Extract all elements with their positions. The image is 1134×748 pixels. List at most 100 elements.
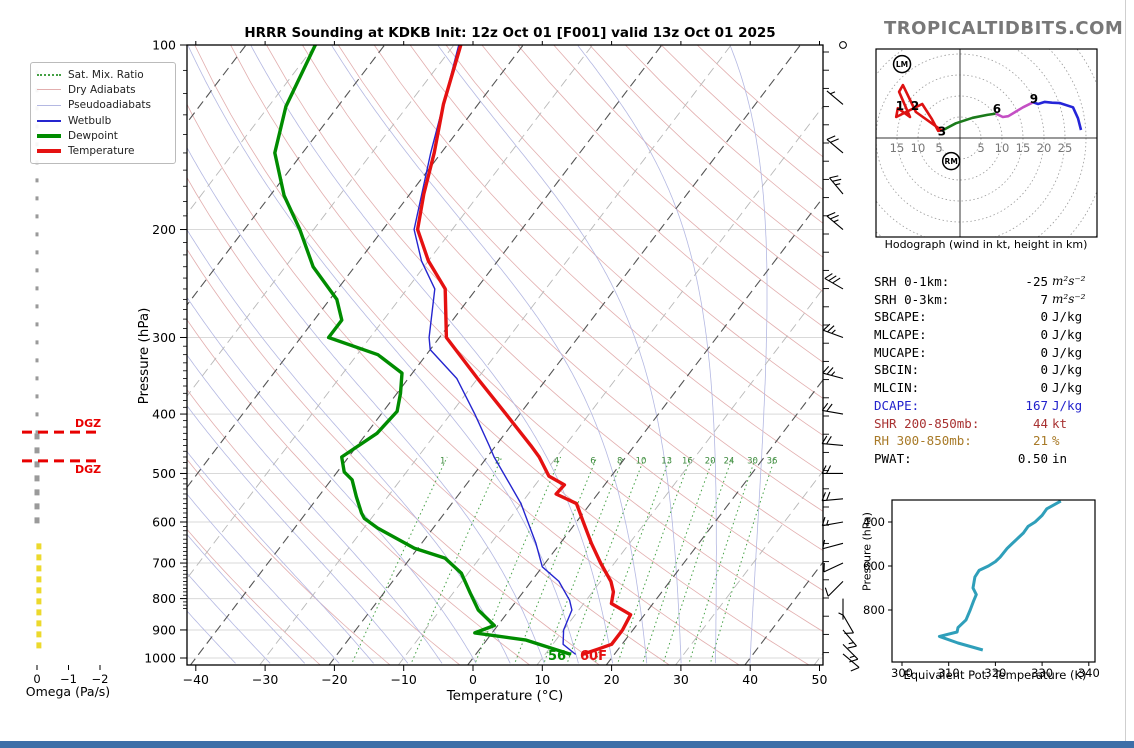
wind-barb-icon (842, 629, 857, 649)
pressure-axis-label: Pressure (hPa) (136, 307, 152, 405)
stat-label: RH 300-850mb: (874, 433, 972, 449)
stat-unit: J/kg (1052, 327, 1083, 343)
stat-unit: kt (1052, 415, 1068, 431)
window-edge-line (1125, 0, 1126, 741)
theta-e-p-tick-label: 600 (863, 559, 885, 573)
p-tick-label: 900 (152, 622, 176, 637)
dry-adiabat-line (517, 45, 823, 328)
hodograph-trace-9km+ (1032, 100, 1083, 131)
dry-adiabat-line (445, 45, 823, 399)
surface-dewpoint-label: 56 (548, 649, 567, 664)
dry-adiabat-line (187, 248, 601, 665)
temperature-curve (415, 45, 633, 656)
isotherm-line (189, 45, 663, 665)
stat-row: MLCIN: 0 J/kg (874, 380, 1108, 398)
pseudoadiabat-line (331, 45, 648, 664)
pseudoadiabat-line (187, 45, 579, 664)
omega-axis-label: Omega (Pa/s) (25, 684, 111, 699)
isotherm-line (605, 379, 823, 665)
wind-barb-icon (822, 539, 844, 550)
hodograph-height-label: 9 (1030, 92, 1038, 106)
omega-panel: 0 −1 −2 (22, 70, 108, 686)
stat-row: MLCAPE: 0 J/kg (874, 327, 1108, 345)
omega-tick-label: −1 (60, 672, 77, 686)
p-tick-label: 400 (152, 407, 176, 422)
stat-row: MUCAPE: 0 J/kg (874, 345, 1108, 363)
theta-e-p-tick-label: 800 (863, 603, 885, 617)
hodograph-frame (875, 48, 1098, 238)
stat-unit: J/kg (1052, 309, 1083, 325)
dry-adiabat-line (373, 45, 823, 474)
legend-item: Temperature (37, 143, 169, 158)
pseudoadiabat-line (250, 45, 613, 664)
mixing-ratio-line (513, 456, 598, 665)
theta-e-plot (937, 500, 1062, 652)
p-tick-label: 800 (152, 591, 176, 606)
dry-adiabat-line (187, 319, 531, 665)
stat-label: MLCIN: (874, 380, 920, 396)
stat-unit: J/kg (1052, 397, 1083, 413)
legend-item: Pseudoadiabats (37, 98, 169, 113)
wind-barb-icon (822, 366, 844, 380)
legend-line-swatch (37, 89, 61, 91)
stat-row: SBCAPE: 0 J/kg (874, 309, 1108, 327)
legend-line-swatch (37, 119, 61, 122)
theta-e-axis-label: Equivalent Pot. Temperature (K) (903, 668, 1087, 682)
wind-barb-icon (823, 562, 844, 573)
stat-row: SHR 200-850mb: 44 kt (874, 416, 1108, 434)
x-tick-label: 0 (469, 672, 477, 687)
isotherm-line (397, 105, 823, 665)
hodograph-height-label: 2 (911, 99, 919, 113)
dewpoint-curve (273, 45, 572, 656)
wind-barb-icon (821, 465, 843, 475)
stat-label: SRH 0-1km: (874, 274, 950, 289)
theta-e-frame (891, 499, 1096, 663)
pseudoadiabat-line (187, 354, 443, 664)
isotherm-line (187, 45, 593, 580)
hodograph-tick-label: 15 (890, 141, 905, 155)
stat-value: 167 (1025, 397, 1048, 413)
mixing-ratio-line (542, 456, 624, 665)
dry-adiabat-line (302, 45, 823, 551)
legend-item-label: Pseudoadiabats (68, 99, 151, 112)
legend-item: Dewpoint (37, 128, 169, 143)
dgz-label-bottom: DGZ (75, 463, 102, 476)
isotherm-line (187, 45, 524, 489)
x-tick-label: −30 (252, 672, 278, 687)
stat-value: 0 (1040, 327, 1048, 343)
theta-e-pressure-axis-label: Pressure (hPa) (860, 512, 874, 591)
dry-adiabat-line (187, 528, 321, 665)
mixing-ratio-label: 2 (495, 456, 500, 466)
x-tick-label: 50 (812, 672, 828, 687)
legend-item-label: Dry Adiabats (68, 83, 136, 96)
dry-adiabat-line (187, 103, 740, 665)
omega-tick-label: −2 (92, 672, 109, 686)
isotherm-line (259, 45, 732, 665)
mixing-ratio-label: 24 (724, 456, 735, 466)
brand-logo-text: TROPICALTIDBITS.COM (884, 18, 1124, 39)
mixing-ratio-line (410, 456, 503, 665)
hodograph-marker-label: LM (896, 60, 908, 69)
pseudoadiabat-line (187, 450, 374, 664)
stat-value: -25 (1025, 274, 1048, 289)
dry-adiabat-line (337, 45, 823, 512)
isotherm-line (466, 196, 823, 665)
theta-e-x-tick-label: 330 (1031, 666, 1053, 680)
hodograph-marker-circle (892, 54, 912, 74)
dry-adiabat-line (266, 45, 823, 591)
p-tick-label: 700 (152, 556, 176, 571)
hodograph-tick-label: 5 (977, 141, 984, 155)
theta-e-p-tick-label: 400 (863, 515, 885, 529)
wind-barb-icon (829, 175, 844, 195)
surface-temp-label: 60F (580, 649, 607, 664)
pseudoadiabat-line (187, 493, 340, 664)
p-tick-label: 1000 (144, 651, 176, 666)
legend-item-label: Temperature (68, 145, 135, 158)
mixing-ratio-line (473, 456, 562, 665)
stat-value: 0 (1040, 344, 1048, 360)
wetbulb-curve (413, 45, 576, 655)
mixing-ratio-line (709, 456, 776, 665)
pseudoadiabat-line (187, 296, 477, 664)
theta-e-x-tick-label: 300 (891, 666, 913, 680)
